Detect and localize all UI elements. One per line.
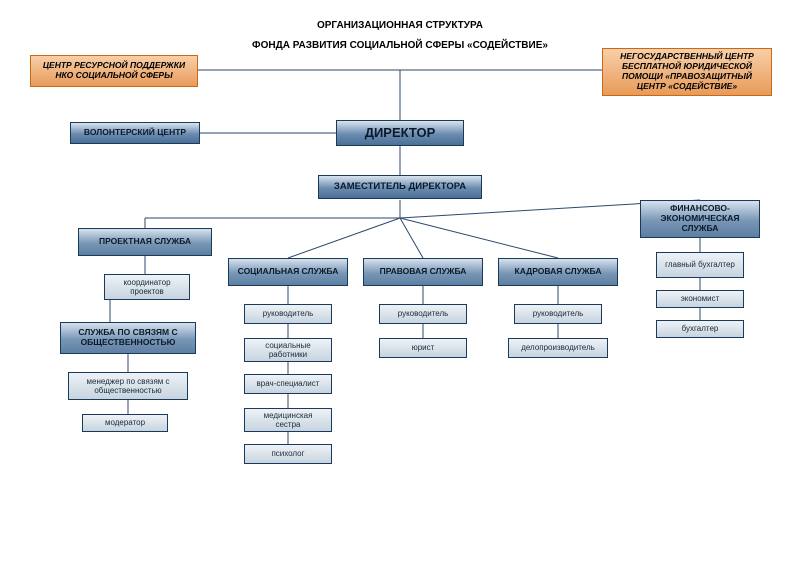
moderator: модератор (82, 414, 168, 432)
social-service: СОЦИАЛЬНАЯ СЛУЖБА (228, 258, 348, 286)
fin-2: экономист (656, 290, 744, 308)
legal-1: руководитель (379, 304, 467, 324)
social-2: социальные работники (244, 338, 332, 362)
fin-service: ФИНАНСОВО-ЭКОНОМИЧЕСКАЯ СЛУЖБА (640, 200, 760, 238)
project-coord: координатор проектов (104, 274, 190, 300)
hr-2: делопроизводитель (508, 338, 608, 358)
side-box-right: НЕГОСУДАРСТВЕННЫЙ ЦЕНТР БЕСПЛАТНОЙ ЮРИДИ… (602, 48, 772, 96)
social-3: врач-специалист (244, 374, 332, 394)
hr-1: руководитель (514, 304, 602, 324)
side-box-left: ЦЕНТР РЕСУРСНОЙ ПОДДЕРЖКИ НКО СОЦИАЛЬНОЙ… (30, 55, 198, 87)
hr-service: КАДРОВАЯ СЛУЖБА (498, 258, 618, 286)
social-4: медицинская сестра (244, 408, 332, 432)
pr-manager: менеджер по связям с общественностью (68, 372, 188, 400)
project-service: ПРОЕКТНАЯ СЛУЖБА (78, 228, 212, 256)
legal-2: юрист (379, 338, 467, 358)
social-1: руководитель (244, 304, 332, 324)
title-line-1: ОРГАНИЗАЦИОННАЯ СТРУКТУРА (0, 20, 800, 31)
fin-3: бухгалтер (656, 320, 744, 338)
fin-1: главный бухгалтер (656, 252, 744, 278)
pr-service: СЛУЖБА ПО СВЯЗЯМ С ОБЩЕСТВЕННОСТЬЮ (60, 322, 196, 354)
volunteer-center: ВОЛОНТЕРСКИЙ ЦЕНТР (70, 122, 200, 144)
legal-service: ПРАВОВАЯ СЛУЖБА (363, 258, 483, 286)
deputy-box: ЗАМЕСТИТЕЛЬ ДИРЕКТОРА (318, 175, 482, 199)
social-5: психолог (244, 444, 332, 464)
director-box: ДИРЕКТОР (336, 120, 464, 146)
